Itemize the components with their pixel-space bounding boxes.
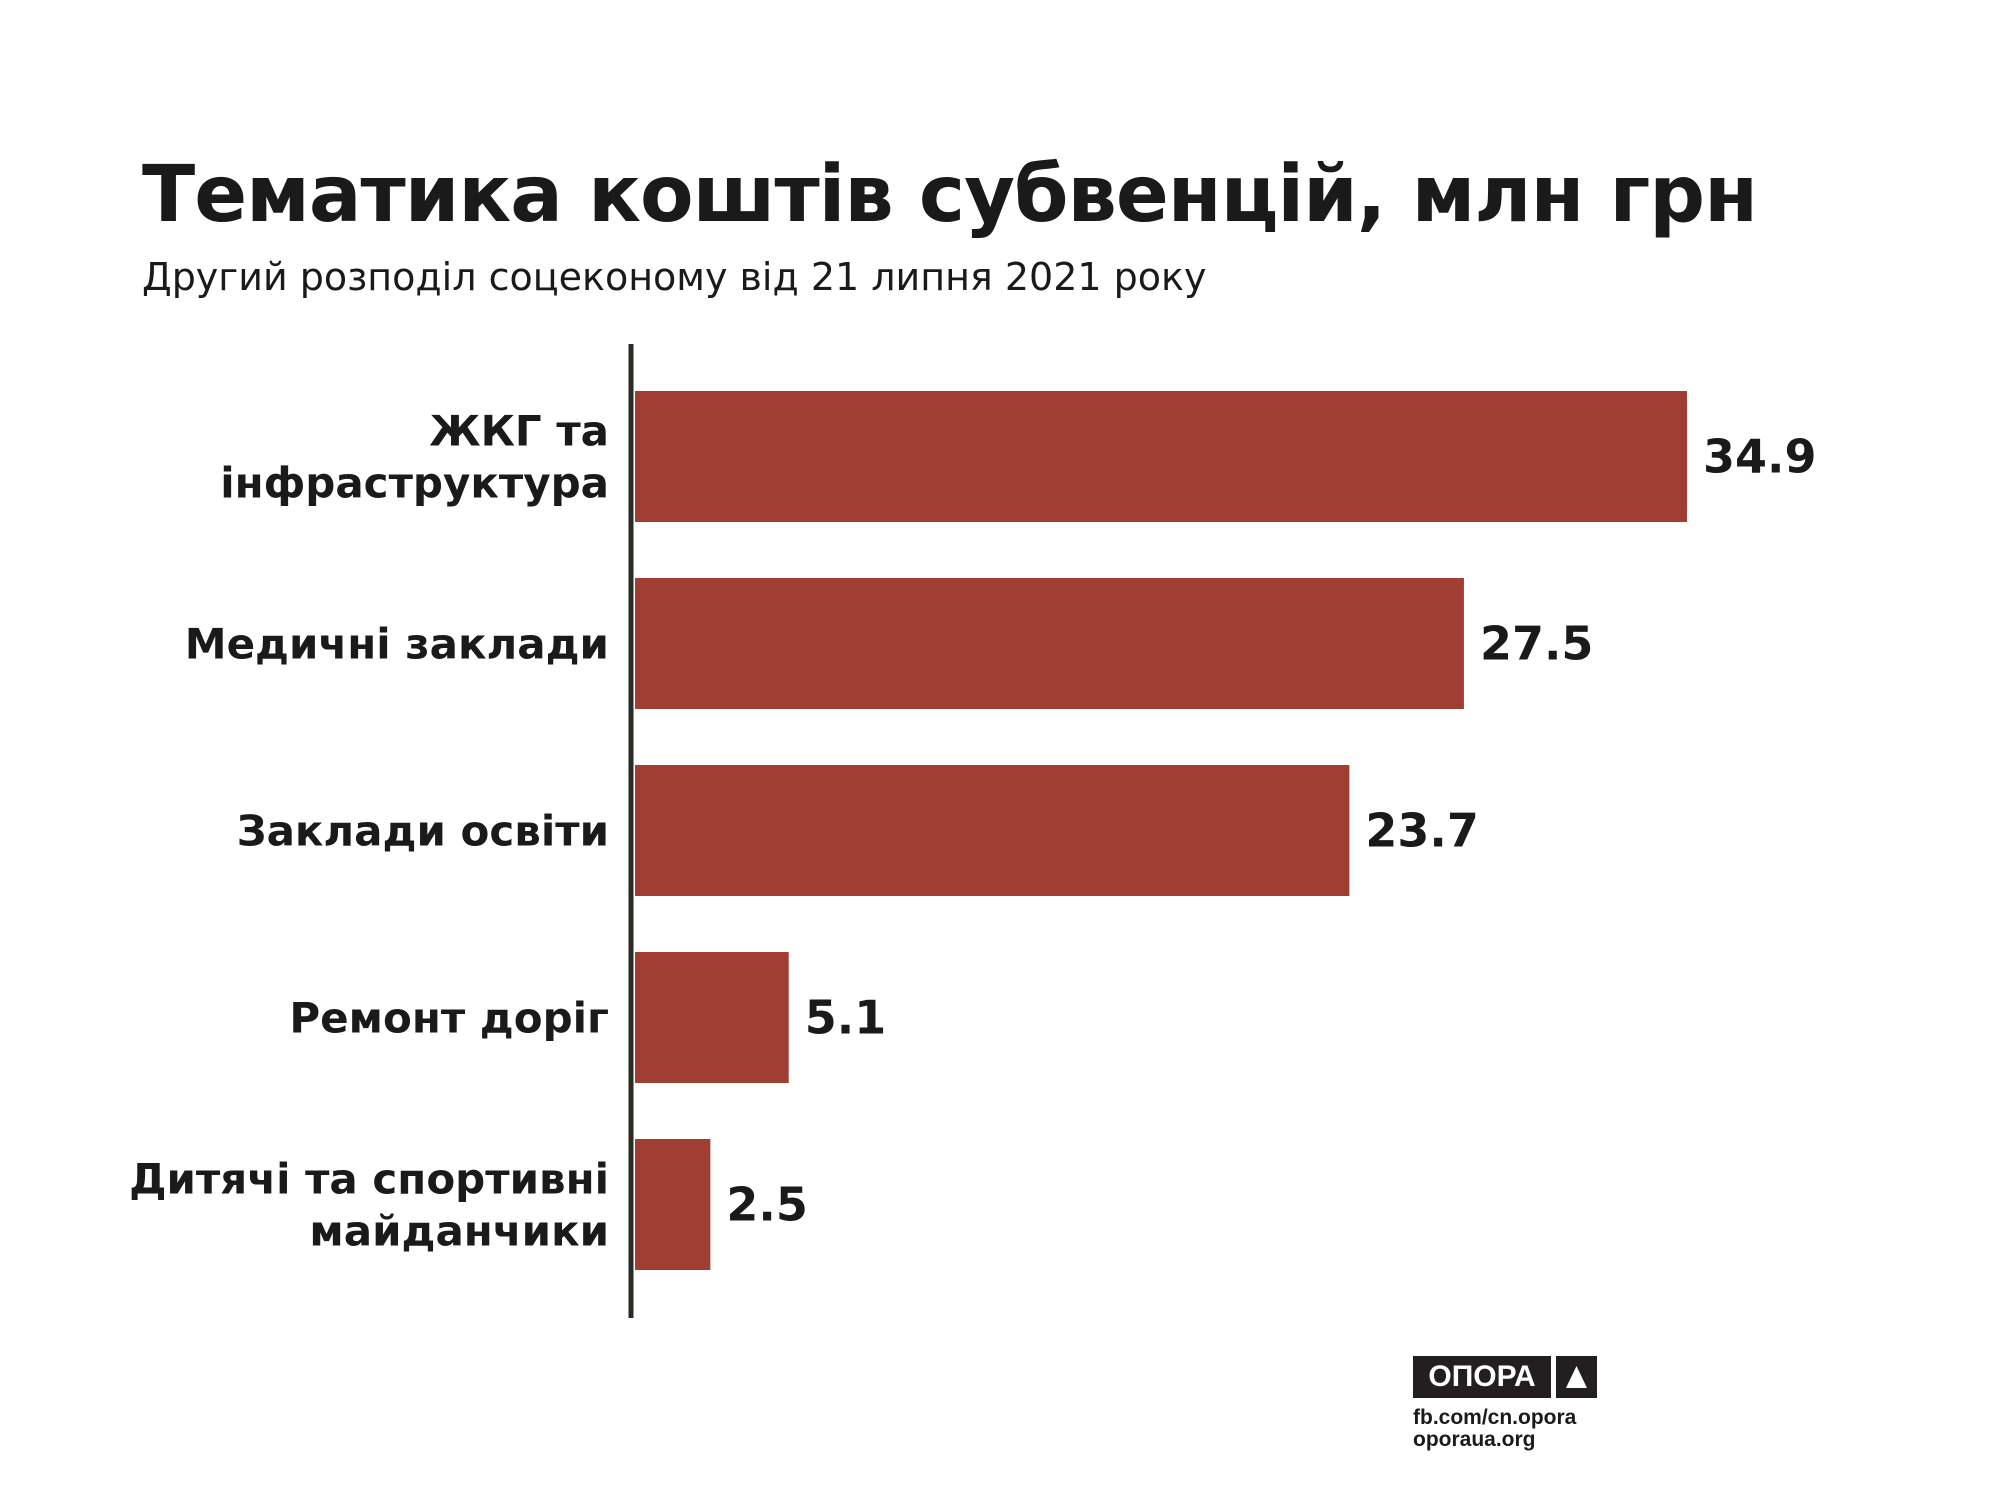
category-label: Дитячі та спортивні майданчики (129, 1155, 609, 1256)
category-label: Медичні заклади (185, 620, 609, 669)
value-label: 2.5 (726, 1178, 808, 1232)
category-label-line: Дитячі та спортивні (129, 1155, 609, 1204)
category-label-line: ЖКГ та (429, 407, 609, 456)
value-label: 5.1 (805, 991, 887, 1045)
triangle-icon (1556, 1356, 1597, 1398)
value-label: 23.7 (1365, 804, 1479, 858)
bar (635, 952, 789, 1083)
chart-subtitle: Другий розподіл соцеконому від 21 липня … (142, 255, 1207, 299)
category-label: Заклади освіти (237, 807, 609, 856)
category-label-line: майданчики (309, 1207, 609, 1256)
facebook-link[interactable]: fb.com/cn.opora (1413, 1406, 1577, 1429)
value-label: 27.5 (1480, 617, 1594, 671)
website-link[interactable]: oporaua.org (1413, 1428, 1536, 1451)
chart-title: Тематика коштів субвенцій, млн грн (142, 150, 1758, 240)
bar (635, 391, 1687, 522)
bar (635, 1139, 711, 1270)
category-label-line: інфраструктура (220, 459, 609, 508)
category-label: Ремонт доріг (289, 994, 609, 1043)
category-label: ЖКГ та інфраструктура (220, 407, 609, 508)
bar (635, 765, 1350, 896)
category-label-line: Ремонт доріг (289, 994, 609, 1043)
bar (635, 578, 1464, 709)
category-label-line: Медичні заклади (185, 620, 609, 669)
logo-wordmark: ОПОРА (1413, 1356, 1551, 1398)
value-label: 34.9 (1703, 430, 1817, 484)
category-label-line: Заклади освіти (237, 807, 609, 856)
